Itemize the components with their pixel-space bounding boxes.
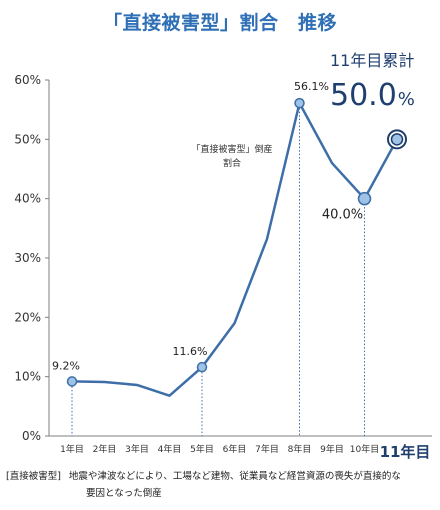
x-tick-label: 7年目: [255, 443, 279, 455]
x-tick-label: 9年目: [320, 443, 344, 455]
y-tick-label: 20%: [14, 310, 41, 324]
x-tick-label: 3年目: [125, 443, 149, 455]
x-tick-label: 4年目: [158, 443, 182, 455]
data-point: [390, 133, 404, 146]
data-label: 56.1%: [294, 80, 329, 93]
x-tick-label: 10年目: [350, 443, 379, 455]
x-tick-label: 6年目: [223, 443, 247, 455]
x-tick-label: 2年目: [93, 443, 117, 455]
y-tick-label: 30%: [14, 251, 41, 265]
y-tick-label: 50%: [14, 132, 41, 146]
x-tick-label: 5年目: [190, 443, 214, 455]
data-point: [294, 97, 305, 109]
data-label: 11.6%: [173, 345, 208, 358]
annotation-line1: 「直接被害型」倒産: [191, 143, 272, 155]
data-point: [66, 376, 78, 387]
y-tick-label: 10%: [14, 370, 41, 384]
footnote-line1: 地震や津波などにより、工場など建物、従業員など経営資源の喪失が直接的な: [68, 471, 401, 482]
page-title: 「直接被害型」割合 推移: [102, 12, 337, 34]
cumulative-value: 50.0%: [330, 78, 415, 113]
footnote-line2: 要因となった倒産: [86, 488, 162, 499]
y-tick-label: 60%: [14, 73, 41, 87]
annotation-line2: 割合: [223, 157, 241, 169]
x-tick-label: 8年目: [288, 443, 312, 455]
line-chart: 0% 10% 20% 30% 40% 50% 60% 1年目 2年目 3年目 4年目 5年目 6年目 7年…: [14, 73, 432, 461]
y-tick-label: 40%: [14, 192, 41, 206]
y-tick-label: 0%: [22, 429, 41, 443]
data-point: [357, 191, 372, 206]
series-line: [71, 101, 399, 397]
data-label: 40.0%: [322, 208, 363, 223]
cumulative-unit: %: [397, 89, 415, 110]
x-tick-label: 1年目: [60, 443, 84, 455]
cumulative-number: 50.0: [330, 78, 397, 113]
footnote: [直接被害型] 地震や津波などにより、工場など建物、従業員など経営資源の喪失が直接…: [6, 468, 436, 502]
footnote-tag: [直接被害型]: [6, 471, 61, 482]
data-point: [196, 361, 208, 373]
cumulative-label: 11年目累計: [330, 51, 415, 70]
x-tick-label: 11年目: [380, 443, 431, 461]
data-label: 9.2%: [52, 359, 80, 372]
